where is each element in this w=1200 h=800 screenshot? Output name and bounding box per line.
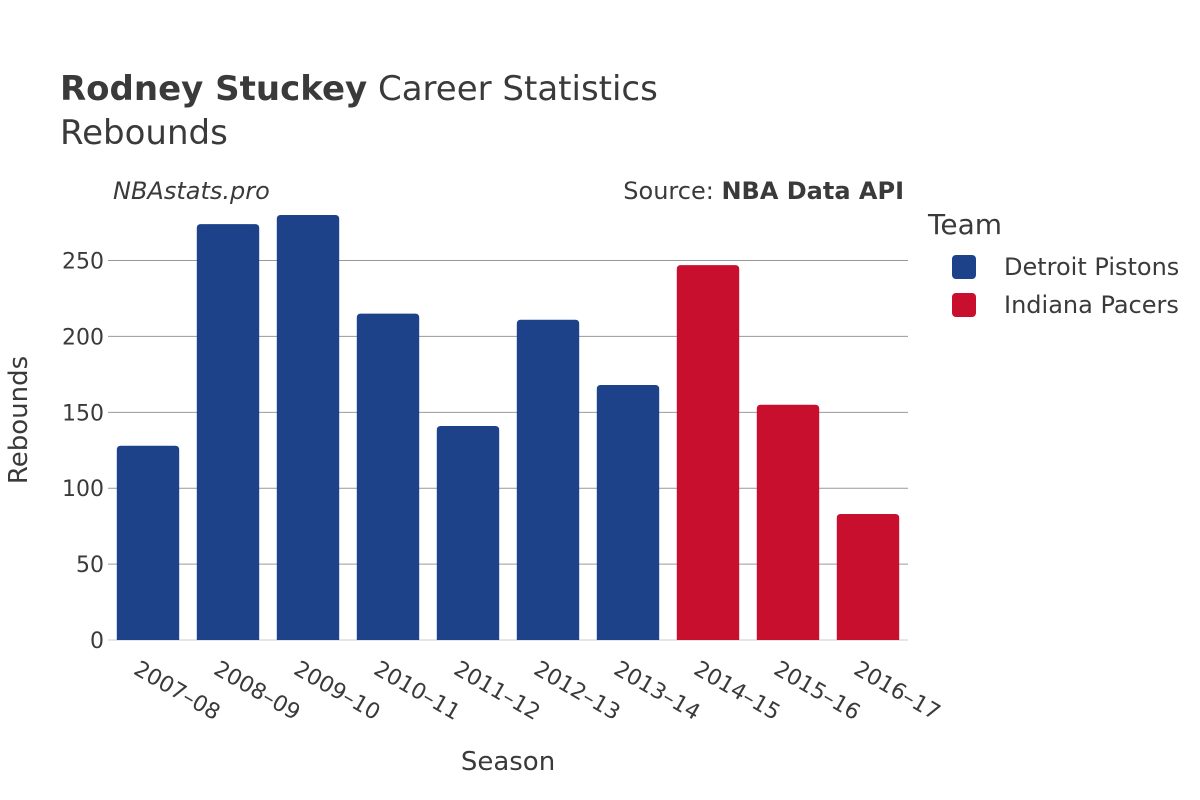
y-tick-label: 250: [62, 250, 104, 275]
x-tick-label: 2013–14: [609, 657, 704, 726]
x-tick-label: 2008–09: [209, 657, 304, 726]
x-tick-label: 2009–10: [289, 657, 384, 726]
x-tick-label: 2016–17: [849, 657, 944, 726]
source-value: NBA Data API: [721, 177, 904, 205]
source-note: Source: NBA Data API: [623, 177, 904, 205]
bar-2012–13[interactable]: [516, 319, 580, 640]
y-axis-label: Rebounds: [4, 356, 34, 484]
x-tick-label: 2012–13: [529, 657, 624, 726]
y-tick-labels: 0 50 100 150 200 250: [62, 250, 104, 654]
legend-item-indiana-pacers[interactable]: Indiana Pacers: [952, 291, 1179, 319]
bar-2009–10[interactable]: [276, 215, 340, 640]
source-label: Source:: [623, 177, 714, 205]
legend-label-indiana: Indiana Pacers: [1004, 291, 1179, 319]
y-tick-label: 0: [90, 629, 104, 654]
x-axis-label: Season: [461, 747, 555, 777]
bar-2013–14[interactable]: [596, 385, 660, 640]
y-tick-label: 200: [62, 325, 104, 350]
bar-2016–17[interactable]: [836, 514, 900, 640]
x-tick-labels: 2007–082008–092009–102010–112011–122012–…: [129, 657, 944, 726]
bars: [116, 215, 900, 640]
bar-2011–12[interactable]: [436, 425, 500, 640]
x-tick-label: 2007–08: [129, 657, 224, 726]
y-tick-label: 50: [76, 553, 104, 578]
y-tick-label: 100: [62, 477, 104, 502]
bar-2014–15[interactable]: [676, 265, 740, 640]
legend-label-detroit: Detroit Pistons: [1004, 253, 1180, 281]
y-tick-label: 150: [62, 401, 104, 426]
bar-2008–09[interactable]: [196, 224, 260, 640]
x-tick-label: 2015–16: [769, 657, 864, 726]
bar-2015–16[interactable]: [756, 404, 820, 640]
x-tick-label: 2011–12: [449, 657, 544, 726]
chart-subtitle: Rebounds: [60, 113, 228, 153]
legend-swatch-detroit: [952, 255, 976, 279]
chart-title: Rodney Stuckey Career Statistics: [60, 68, 658, 110]
title-rest: Career Statistics: [377, 69, 658, 109]
brand-watermark: NBAstats.pro: [113, 177, 270, 205]
legend-title: Team: [928, 208, 1003, 241]
legend-item-detroit-pistons[interactable]: Detroit Pistons: [952, 253, 1179, 281]
x-tick-label: 2014–15: [689, 657, 784, 726]
player-name: Rodney Stuckey: [60, 69, 368, 109]
legend-swatch-indiana: [952, 293, 976, 317]
x-tick-label: 2010–11: [369, 657, 464, 726]
bar-2010–11[interactable]: [356, 313, 420, 640]
bar-2007–08[interactable]: [116, 445, 180, 640]
